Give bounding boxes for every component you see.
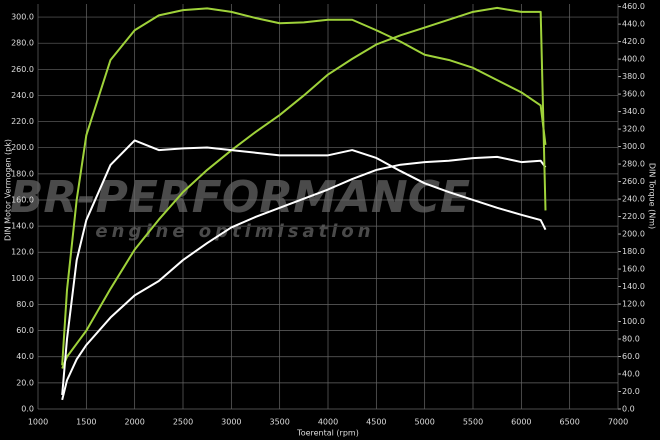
y2-tick-label: 120.0 bbox=[622, 300, 645, 309]
y2-tick-label: 100.0 bbox=[622, 317, 645, 326]
y2-tick-label: 420.0 bbox=[622, 37, 645, 46]
y2-tick-label: 380.0 bbox=[622, 72, 645, 81]
x-tick-label: 4000 bbox=[318, 418, 338, 427]
x-tick-label: 7000 bbox=[608, 418, 628, 427]
y2-tick-label: 340.0 bbox=[622, 107, 645, 116]
y-tick-label: 280.0 bbox=[11, 39, 34, 48]
series-line bbox=[61, 7, 547, 366]
y-tick-label: 220.0 bbox=[11, 117, 34, 126]
y2-tick-label: 20.0 bbox=[622, 387, 640, 396]
y-tick-label: 300.0 bbox=[11, 13, 34, 22]
y-tick-label: 180.0 bbox=[11, 169, 34, 178]
y2-axis-label: DIN Torque (Nm) bbox=[648, 163, 657, 229]
y-tick-label: 100.0 bbox=[11, 274, 34, 283]
y2-tick-label: 0.0 bbox=[622, 405, 635, 414]
series-line bbox=[61, 139, 547, 396]
y2-tick-label: 220.0 bbox=[622, 212, 645, 221]
y2-tick-label: 180.0 bbox=[622, 247, 645, 256]
y-tick-label: 140.0 bbox=[11, 222, 34, 231]
y-tick-label: 40.0 bbox=[16, 352, 34, 361]
y-tick-label: 120.0 bbox=[11, 248, 34, 257]
y2-tick-label: 240.0 bbox=[622, 195, 645, 204]
y2-tick-label: 460.0 bbox=[622, 2, 645, 11]
x-tick-label: 2500 bbox=[173, 418, 193, 427]
y2-tick-label: 200.0 bbox=[622, 230, 645, 239]
y2-tick-label: 400.0 bbox=[622, 55, 645, 64]
y2-tick-label: 60.0 bbox=[622, 352, 640, 361]
x-tick-label: 6000 bbox=[511, 418, 531, 427]
series-line bbox=[61, 155, 547, 401]
y2-tick-label: 140.0 bbox=[622, 282, 645, 291]
y-tick-label: 160.0 bbox=[11, 195, 34, 204]
x-tick-label: 5500 bbox=[463, 418, 483, 427]
x-tick-label: 5000 bbox=[414, 418, 434, 427]
y2-tick-label: 80.0 bbox=[622, 335, 640, 344]
x-tick-label: 1500 bbox=[76, 418, 96, 427]
x-tick-label: 6500 bbox=[559, 418, 579, 427]
y2-tick-label: 260.0 bbox=[622, 177, 645, 186]
y-axis-label: DIN Motor Vermogen (pk) bbox=[4, 139, 13, 241]
y2-tick-label: 440.0 bbox=[622, 20, 645, 29]
x-tick-label: 2000 bbox=[124, 418, 144, 427]
y-tick-label: 60.0 bbox=[16, 326, 34, 335]
x-tick-label: 3000 bbox=[221, 418, 241, 427]
x-axis-label: Toerental (rpm) bbox=[296, 429, 359, 438]
y-tick-label: 0.0 bbox=[21, 405, 34, 414]
y2-tick-label: 360.0 bbox=[622, 90, 645, 99]
y2-tick-label: 280.0 bbox=[622, 160, 645, 169]
y-tick-label: 260.0 bbox=[11, 65, 34, 74]
watermark-subtitle: engine optimisation bbox=[95, 221, 374, 242]
x-tick-label: 3500 bbox=[269, 418, 289, 427]
y2-tick-label: 160.0 bbox=[622, 265, 645, 274]
y-tick-label: 20.0 bbox=[16, 378, 34, 387]
y2-tick-label: 300.0 bbox=[622, 142, 645, 151]
x-tick-label: 4500 bbox=[366, 418, 386, 427]
x-tick-label: 1000 bbox=[28, 418, 48, 427]
y2-tick-label: 40.0 bbox=[622, 370, 640, 379]
y-tick-label: 80.0 bbox=[16, 300, 34, 309]
y-tick-label: 200.0 bbox=[11, 143, 34, 152]
y2-tick-label: 320.0 bbox=[622, 125, 645, 134]
series-line bbox=[61, 6, 547, 369]
y-tick-label: 240.0 bbox=[11, 91, 34, 100]
